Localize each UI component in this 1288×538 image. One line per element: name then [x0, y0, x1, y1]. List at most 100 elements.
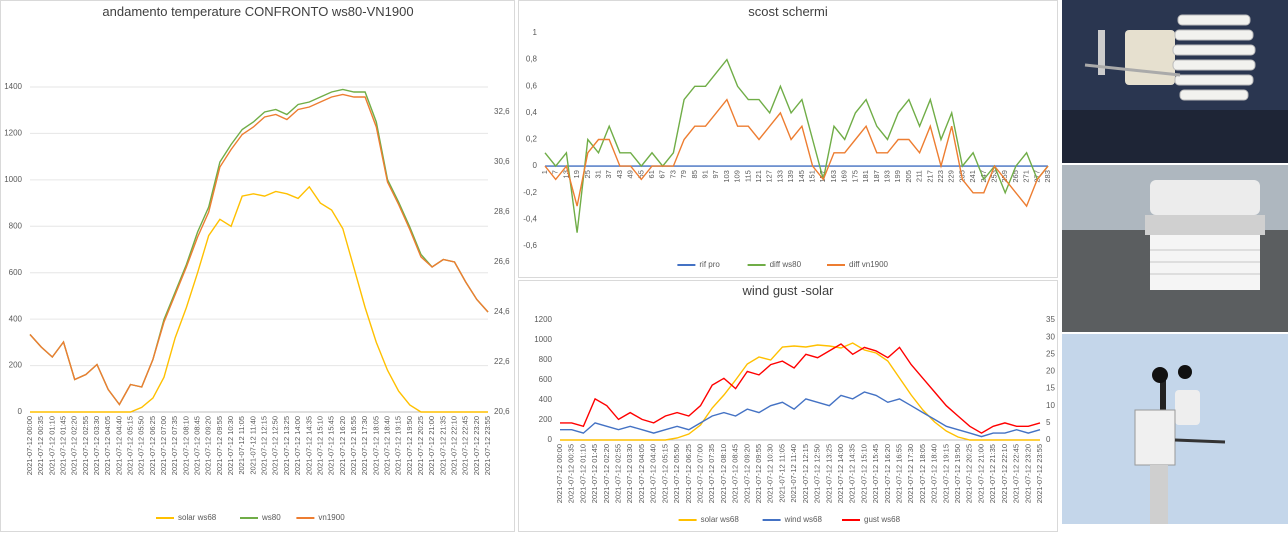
y2-tick-label: 30,6: [494, 157, 510, 166]
x-tick-label: 2021-07-12 13:25: [824, 444, 833, 503]
x-tick-label: 163: [829, 170, 838, 183]
chart-title: wind gust -solar: [741, 283, 834, 298]
x-tick-label: 2021-07-12 09:55: [215, 416, 224, 475]
x-tick-label: 187: [872, 170, 881, 183]
x-tick-label: 2021-07-12 08:45: [193, 416, 202, 475]
x-tick-label: 2021-07-12 19:50: [953, 444, 962, 503]
x-tick-label: 2021-07-12 07:00: [695, 444, 704, 503]
legend-label: rif pro: [699, 260, 720, 269]
x-tick-label: 2021-07-12 10:30: [226, 416, 235, 475]
x-tick-label: 2021-07-12 17:30: [360, 416, 369, 475]
photo-sensor-3: [1062, 334, 1288, 524]
x-tick-label: 2021-07-12 18:40: [930, 444, 939, 503]
x-tick-label: 2021-07-12 22:45: [461, 416, 470, 475]
x-tick-label: 2021-07-12 16:20: [338, 416, 347, 475]
y-tick-label: -0,6: [523, 241, 537, 250]
x-tick-label: 2021-07-12 00:35: [36, 416, 45, 475]
legend-label: solar ws68: [178, 513, 217, 522]
x-tick-label: 2021-07-12 19:15: [941, 444, 950, 503]
x-tick-label: 2021-07-12 02:55: [614, 444, 623, 503]
x-tick-label: 2021-07-12 08:10: [181, 416, 190, 475]
y2-tick-label: 22,6: [494, 357, 510, 366]
x-tick-label: 199: [893, 170, 902, 183]
y2-tick-label: 15: [1046, 384, 1055, 393]
x-tick-label: 2021-07-12 18:05: [918, 444, 927, 503]
legend-label: diff vn1900: [849, 260, 889, 269]
x-tick-label: 31: [593, 170, 602, 178]
y-tick-label: -0,4: [523, 214, 537, 223]
x-tick-label: 2021-07-12 13:25: [282, 416, 291, 475]
x-tick-label: 211: [915, 170, 924, 182]
x-tick-label: 103: [722, 170, 731, 183]
x-tick-label: 2021-07-12 01:45: [58, 416, 67, 475]
x-tick-label: 2021-07-12 14:35: [304, 416, 313, 475]
x-tick-label: 2021-07-12 03:30: [92, 416, 101, 475]
x-tick-label: 2021-07-12 11:05: [777, 444, 786, 503]
x-tick-label: 67: [658, 170, 667, 178]
x-tick-label: 265: [1011, 170, 1020, 183]
legend-label: vn1900: [318, 513, 345, 522]
x-tick-label: 193: [882, 170, 891, 183]
y-tick-label: 0,4: [526, 108, 538, 117]
y2-tick-label: 32,6: [494, 107, 510, 116]
x-tick-label: 2021-07-12 01:10: [47, 416, 56, 475]
x-tick-label: 2021-07-12 03:30: [625, 444, 634, 503]
x-tick-label: 2021-07-12 08:45: [731, 444, 740, 503]
x-tick-label: 2021-07-12 16:55: [894, 444, 903, 503]
x-tick-label: 2021-07-12 20:25: [965, 444, 974, 503]
x-tick-label: 73: [668, 170, 677, 178]
x-tick-label: 127: [765, 170, 774, 183]
x-tick-label: 2021-07-12 19:15: [394, 416, 403, 475]
series-line: [544, 58, 1049, 233]
y2-tick-label: 30: [1046, 332, 1055, 341]
series-line: [30, 185, 488, 413]
x-tick-label: 2021-07-12 07:00: [159, 416, 168, 475]
legend-label: wind ws68: [784, 515, 823, 524]
y-tick-label: 1000: [534, 335, 552, 344]
x-tick-label: 2021-07-12 12:15: [801, 444, 810, 503]
x-tick-label: 2021-07-12 16:20: [883, 444, 892, 503]
x-tick-label: 145: [797, 170, 806, 183]
chart-title: scost schermi: [748, 4, 828, 19]
x-tick-label: 2021-07-12 22:10: [449, 416, 458, 475]
x-tick-label: 2021-07-12 09:20: [204, 416, 213, 475]
y-tick-label: 0,2: [526, 135, 538, 144]
charts: andamento temperature CONFRONTO ws80-VN1…: [4, 4, 1055, 524]
y2-tick-label: 5: [1046, 418, 1051, 427]
x-tick-label: 2021-07-12 05:15: [660, 444, 669, 503]
x-tick-label: 2021-07-12 01:45: [590, 444, 599, 503]
x-tick-label: 85: [690, 170, 699, 178]
x-tick-label: 2021-07-12 23:55: [1035, 444, 1044, 503]
y-tick-label: 0,6: [526, 81, 538, 90]
y-tick-label: 1400: [4, 82, 22, 91]
y2-tick-label: 25: [1046, 349, 1055, 358]
x-tick-label: 2021-07-12 23:20: [1023, 444, 1032, 503]
x-tick-label: 2021-07-12 10:30: [766, 444, 775, 503]
y-tick-label: 200: [9, 361, 23, 370]
chart-title: andamento temperature CONFRONTO ws80-VN1…: [102, 4, 413, 19]
y2-tick-label: 28,6: [494, 207, 510, 216]
x-tick-label: 7: [551, 170, 560, 174]
x-tick-label: 175: [850, 170, 859, 183]
x-tick-label: 2021-07-12 16:55: [349, 416, 358, 475]
x-tick-label: 2021-07-12 21:00: [976, 444, 985, 503]
x-tick-label: 2021-07-12 05:50: [672, 444, 681, 503]
x-tick-label: 2021-07-12 17:30: [906, 444, 915, 503]
x-tick-label: 2021-07-12 18:05: [371, 416, 380, 475]
x-tick-label: 2021-07-12 09:55: [754, 444, 763, 503]
x-tick-label: 2021-07-12 21:35: [438, 416, 447, 475]
legend-label: solar ws68: [701, 515, 740, 524]
x-tick-label: 109: [733, 170, 742, 183]
x-tick-label: 43: [615, 170, 624, 178]
x-tick-label: 2021-07-12 05:15: [126, 416, 135, 475]
x-tick-label: 19: [572, 170, 581, 178]
x-tick-label: 2021-07-12 19:50: [405, 416, 414, 475]
x-tick-label: 55: [636, 170, 645, 178]
y2-tick-label: 20: [1046, 367, 1055, 376]
panel-border: [518, 0, 1058, 278]
y2-tick-label: 0: [1046, 435, 1051, 444]
y2-tick-label: 26,6: [494, 257, 510, 266]
x-tick-label: 115: [743, 170, 752, 182]
x-tick-label: 139: [786, 170, 795, 183]
photo-sensor-2: [1062, 165, 1288, 332]
